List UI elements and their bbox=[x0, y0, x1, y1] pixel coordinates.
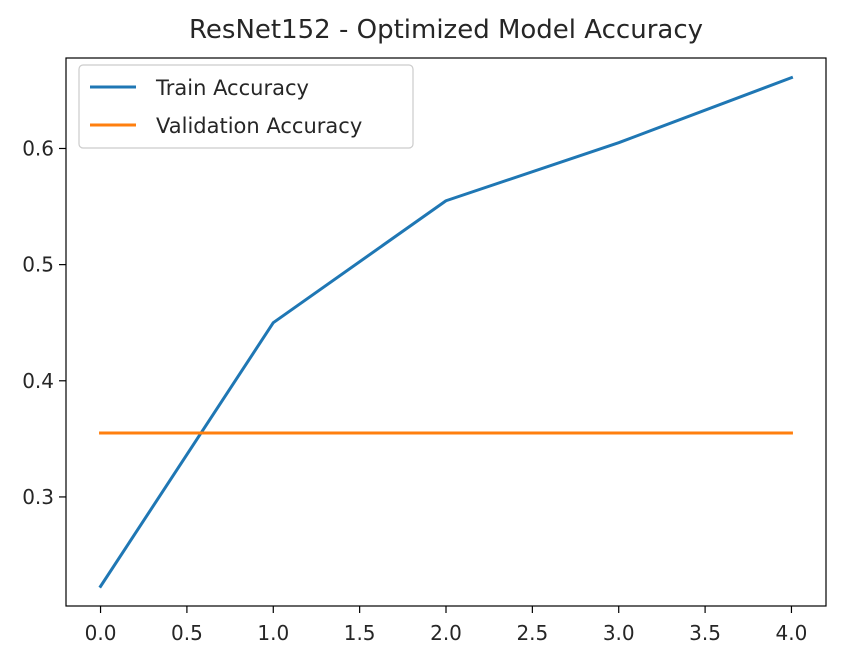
y-axis: 0.3 0.4 0.5 0.6 bbox=[22, 136, 66, 509]
legend: Train Accuracy Validation Accuracy bbox=[78, 64, 414, 149]
legend-label: Train Accuracy bbox=[155, 76, 309, 100]
y-tick-label: 0.5 bbox=[22, 253, 54, 277]
legend-box bbox=[78, 64, 414, 149]
legend-label: Validation Accuracy bbox=[156, 114, 362, 138]
x-tick-label: 0.5 bbox=[171, 621, 203, 645]
series-line-0 bbox=[98, 75, 794, 589]
x-tick-label: 3.0 bbox=[603, 621, 635, 645]
x-tick-label: 3.5 bbox=[689, 621, 721, 645]
y-tick-label: 0.3 bbox=[22, 485, 54, 509]
x-tick-label: 4.0 bbox=[776, 621, 808, 645]
x-tick-label: 0.0 bbox=[85, 621, 117, 645]
x-tick-label: 1.0 bbox=[257, 621, 289, 645]
x-tick-label: 2.5 bbox=[516, 621, 548, 645]
x-axis: 0.0 0.5 1.0 1.5 2.0 2.5 3.0 3.5 4.0 bbox=[85, 606, 808, 645]
y-tick-label: 0.4 bbox=[22, 369, 54, 393]
y-tick-label: 0.6 bbox=[22, 136, 54, 160]
series-layer bbox=[98, 75, 794, 589]
x-tick-label: 2.0 bbox=[430, 621, 462, 645]
x-tick-label: 1.5 bbox=[344, 621, 376, 645]
chart-title: ResNet152 - Optimized Model Accuracy bbox=[189, 15, 703, 45]
